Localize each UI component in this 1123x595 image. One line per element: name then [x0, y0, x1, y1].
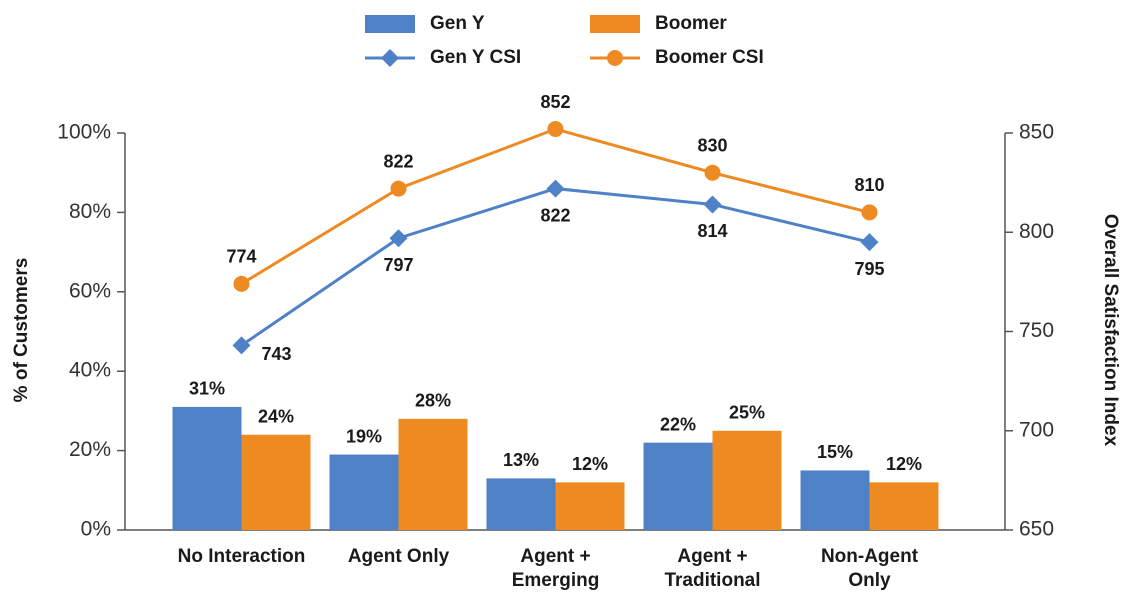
line-marker — [547, 121, 564, 138]
y-tick-label: 20% — [69, 438, 111, 461]
line-marker — [232, 336, 251, 355]
line-marker — [233, 275, 250, 292]
bar — [241, 434, 311, 530]
x-tick-label: Agent + Traditional — [664, 546, 760, 591]
bar — [172, 406, 242, 530]
y2-axis-title: Overall Satisfaction Index — [1100, 214, 1121, 447]
bar — [398, 418, 468, 530]
line-marker — [389, 229, 408, 248]
x-tick-label: Agent + Emerging — [512, 546, 600, 591]
line-marker — [703, 195, 722, 214]
line-label: 852 — [540, 92, 570, 112]
bar — [643, 442, 713, 530]
line-label: 797 — [383, 255, 413, 275]
line-label: 810 — [854, 175, 884, 195]
x-tick-label: Agent Only — [348, 546, 450, 567]
y2-tick-label: 750 — [1019, 319, 1054, 342]
x-tick-label: Non-Agent Only — [821, 546, 919, 591]
bar — [869, 482, 939, 530]
y-tick-label: 40% — [69, 359, 111, 382]
line-marker — [546, 179, 565, 198]
legend-label: Gen Y CSI — [430, 47, 521, 68]
legend-label: Boomer — [655, 13, 727, 34]
bar-label: 12% — [572, 454, 608, 474]
y2-tick-label: 850 — [1019, 121, 1054, 144]
bar-label: 12% — [886, 454, 922, 474]
line-label: 814 — [697, 221, 727, 241]
y-axis-title: % of Customers — [11, 258, 32, 403]
legend-marker — [381, 49, 399, 67]
bar — [329, 454, 399, 530]
bar-label: 28% — [415, 391, 451, 411]
y2-tick-label: 800 — [1019, 220, 1054, 243]
line-marker — [860, 233, 879, 252]
bar — [486, 478, 556, 530]
legend-label: Gen Y — [430, 13, 485, 34]
line-label: 774 — [226, 247, 256, 267]
legend-marker — [607, 50, 623, 66]
line-marker — [390, 180, 407, 197]
bar-label: 15% — [817, 442, 853, 462]
bar-label: 24% — [258, 406, 294, 426]
y2-tick-label: 700 — [1019, 418, 1054, 441]
line-marker — [704, 164, 721, 181]
y-tick-label: 80% — [69, 200, 111, 223]
y-tick-label: 100% — [57, 121, 111, 144]
bar-label: 25% — [729, 403, 765, 423]
x-tick-label: No Interaction — [178, 546, 306, 567]
line-label: 795 — [854, 259, 884, 279]
line-label: 822 — [383, 151, 413, 171]
bar-label: 19% — [346, 426, 382, 446]
line-label: 822 — [540, 205, 570, 225]
legend-swatch — [365, 15, 415, 33]
legend-label: Boomer CSI — [655, 47, 764, 68]
bar — [555, 482, 625, 530]
line-marker — [861, 204, 878, 221]
bar — [800, 470, 870, 530]
legend-swatch — [590, 15, 640, 33]
y-tick-label: 0% — [81, 518, 111, 541]
y2-tick-label: 650 — [1019, 518, 1054, 541]
bar-label: 22% — [660, 414, 696, 434]
line-label: 830 — [697, 135, 727, 155]
bar-label: 31% — [189, 379, 225, 399]
y-tick-label: 60% — [69, 279, 111, 302]
line-label: 743 — [261, 344, 291, 364]
bar — [712, 430, 782, 530]
bar-label: 13% — [503, 450, 539, 470]
